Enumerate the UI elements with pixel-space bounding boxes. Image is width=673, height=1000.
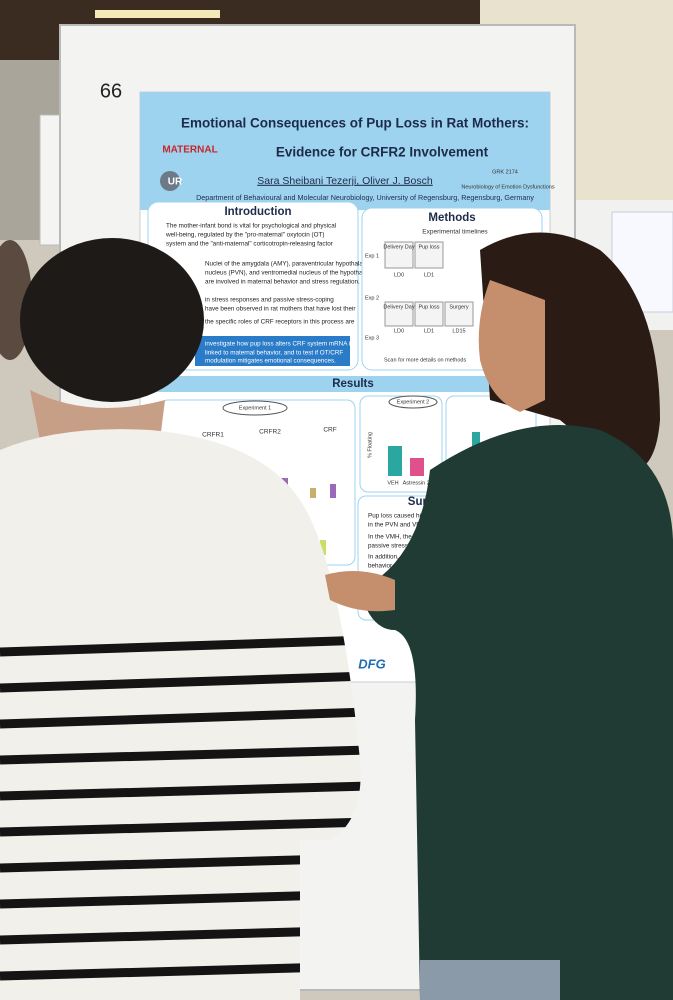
- ceiling-light: [95, 10, 220, 18]
- logo: [345, 655, 395, 675]
- person-neck: [30, 390, 165, 440]
- highlight-box: [195, 336, 350, 366]
- bar: [310, 488, 316, 498]
- logo-text: UR: [168, 177, 183, 188]
- group-label: Astressin 2B: [403, 480, 434, 486]
- experiment-label: Experiment 1: [239, 405, 271, 411]
- body-text: in the PVN and VMH: [368, 522, 427, 529]
- body-text: The mother-infant bond is vital for psyc…: [166, 223, 336, 230]
- timeline-box: [444, 301, 474, 327]
- logo-text: MATERNAL: [162, 145, 217, 156]
- body-text: system and the "anti-maternal" corticotr…: [166, 241, 333, 248]
- person-hair: [480, 232, 660, 472]
- person-hand: [325, 571, 395, 612]
- body-text: the specific roles of CRF receptors in t…: [205, 319, 355, 326]
- group-label: VEH: [387, 480, 398, 486]
- stripe: [0, 635, 361, 657]
- timeline-day: LD1: [424, 328, 434, 334]
- timeline-label: Exp 2: [365, 295, 379, 301]
- logo-text: Neurobiology of Emotion Dysfunctions: [461, 184, 554, 190]
- logo-text: DFG: [358, 656, 385, 671]
- label-bubble: [388, 395, 438, 409]
- poster-authors: Sara Sheibani Tezerji, Oliver J. Bosch: [257, 175, 433, 187]
- body-text: in stress responses and passive stress-c…: [205, 297, 334, 304]
- person-hair: [20, 238, 204, 402]
- timeline-day: LD15: [452, 328, 465, 334]
- body-text: are involved in maternal behavior and st…: [205, 279, 360, 286]
- panel-label: CRFR2: [259, 429, 281, 436]
- timeline-step: Delivery Day: [383, 304, 414, 310]
- panel-label: CRFR1: [202, 432, 224, 439]
- section-heading: Results: [332, 378, 374, 390]
- subheading: Experimental timelines: [422, 229, 488, 236]
- logo-text: GRK 2174: [492, 169, 518, 175]
- timeline-step: Delivery Day: [383, 244, 414, 250]
- stripe: [0, 707, 361, 729]
- body-text: modulation mitigates emotional consequen…: [205, 358, 336, 365]
- axis-label: % Floating: [367, 432, 373, 458]
- stripe: [0, 671, 361, 693]
- timeline-day: LD0: [394, 328, 404, 334]
- section-band: [150, 376, 542, 392]
- timeline-step: Surgery: [449, 304, 469, 310]
- timeline-box: [414, 301, 444, 327]
- experiment-label: Experiment 2: [397, 399, 429, 405]
- timeline-box: [414, 241, 444, 269]
- body-text: investigate how pup loss alters CRF syst…: [205, 341, 354, 348]
- trousers: [420, 960, 560, 1000]
- bar: [330, 484, 336, 498]
- body-text: linked to maternal behavior, and to test…: [205, 350, 343, 357]
- section-heading: Methods: [428, 212, 475, 224]
- timeline-day: LD1: [424, 272, 434, 278]
- bar: [388, 446, 402, 476]
- body-text: Nuclei of the amygdala (AMY), paraventri…: [205, 261, 373, 268]
- poster-affiliation: Department of Behavioural and Molecular …: [196, 193, 534, 202]
- timeline-step: Pup loss: [418, 304, 439, 310]
- timeline-box: [384, 301, 414, 327]
- stripe: [0, 817, 361, 837]
- poster-title: Evidence for CRFR2 Involvement: [276, 145, 489, 160]
- person-face: [478, 280, 545, 412]
- poster-header: [140, 92, 550, 210]
- timeline-label: Exp 3: [365, 335, 379, 341]
- blazer: [360, 425, 673, 1000]
- body-text: nucleus (PVN), and ventromedial nucleus …: [205, 270, 379, 277]
- panel-label: CRF: [323, 427, 336, 434]
- stripe: [0, 781, 361, 801]
- poster-title: Emotional Consequences of Pup Loss in Ra…: [181, 116, 529, 131]
- timeline-box: [384, 241, 414, 269]
- timeline-label: Exp 1: [365, 253, 379, 259]
- board-number: 66: [100, 80, 122, 102]
- timeline-day: LD0: [394, 272, 404, 278]
- stripe: [0, 745, 361, 765]
- label-bubble: [222, 400, 288, 416]
- bar: [320, 540, 326, 555]
- body-text: have been observed in rat mothers that h…: [205, 306, 356, 313]
- logo: [160, 171, 180, 191]
- timeline-step: Pup loss: [418, 244, 439, 250]
- body-text: Scan for more details on methods: [384, 357, 466, 363]
- bar: [410, 458, 424, 476]
- body-text: well-being, regulated by the "pro-matern…: [165, 232, 324, 239]
- section-heading: Introduction: [224, 206, 291, 218]
